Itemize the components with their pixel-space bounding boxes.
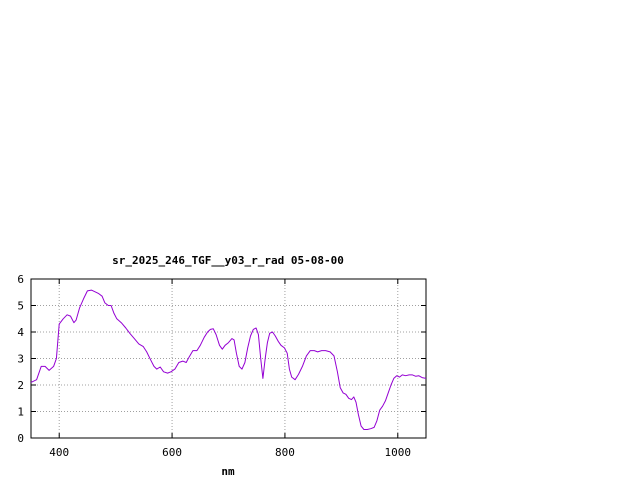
grid-lines [31, 279, 426, 438]
chart-title: sr_2025_246_TGF__y03_r_rad 05-08-00 [112, 254, 344, 267]
plot-frame [30, 278, 427, 439]
x-tick-labels: 400 600 800 1000 [49, 446, 411, 459]
x-tick-label: 400 [49, 446, 69, 459]
y-tick-label: 4 [17, 326, 24, 339]
y-tick-label: 1 [17, 406, 24, 419]
series-layer [30, 289, 427, 430]
y-tick-label: 3 [17, 353, 24, 366]
x-axis-label: nm [221, 465, 235, 478]
x-tick-label: 1000 [385, 446, 412, 459]
y-tick-labels: 0 1 2 3 4 5 6 [17, 273, 24, 445]
y-tick-label: 5 [17, 300, 24, 313]
y-tick-label: 2 [17, 379, 24, 392]
y-tick-label: 0 [17, 432, 24, 445]
y-tick-label: 6 [17, 273, 24, 286]
series-line [30, 289, 427, 430]
x-tick-label: 600 [162, 446, 182, 459]
axis-ticks [31, 278, 426, 439]
x-tick-label: 800 [275, 446, 295, 459]
